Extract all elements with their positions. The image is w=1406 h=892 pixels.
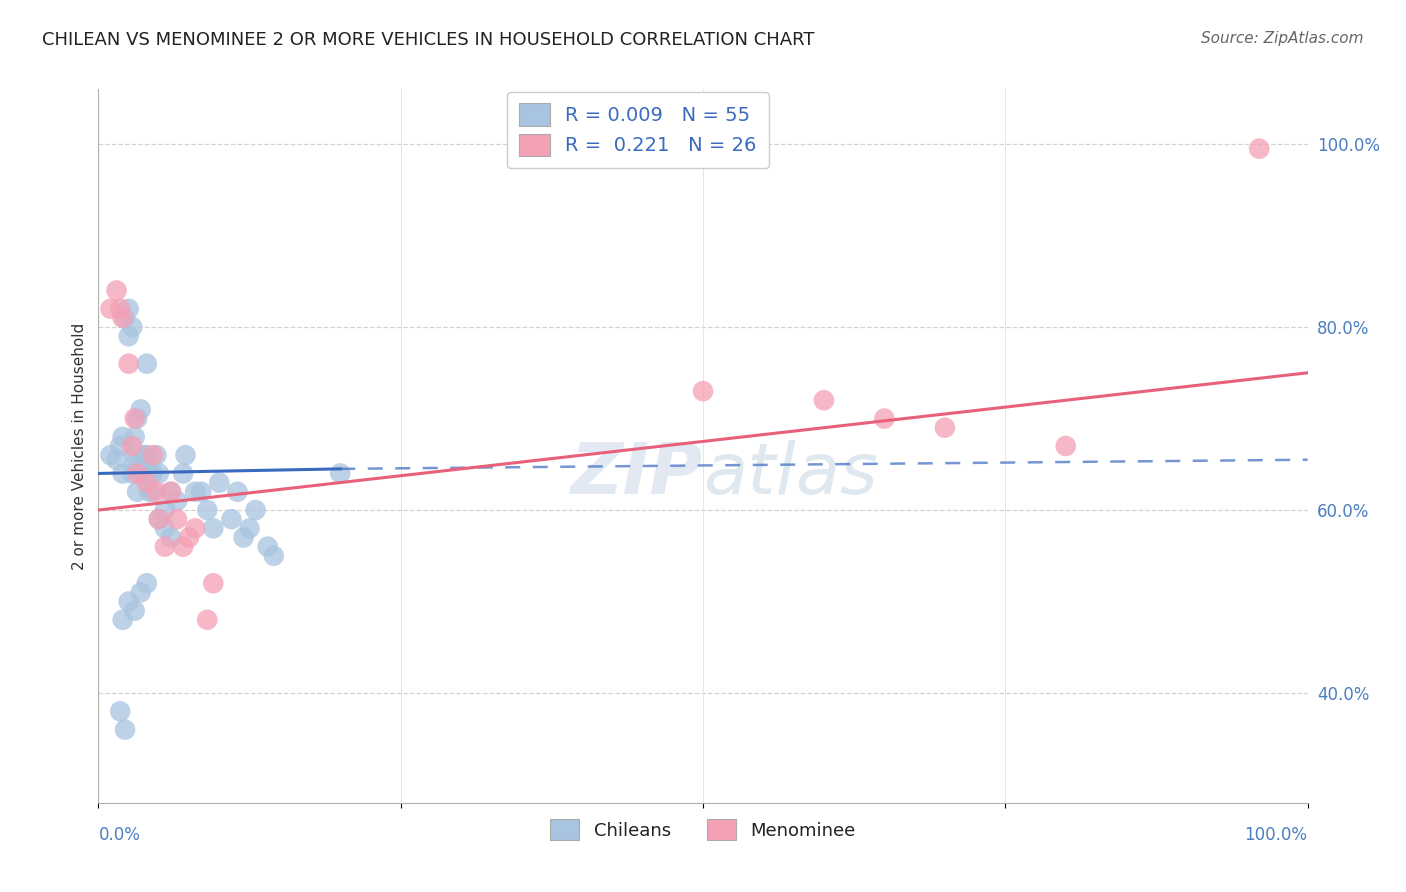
Point [221, 512, 243, 526]
Point [153, 503, 176, 517]
Text: 0.0%: 0.0% [98, 826, 141, 844]
Point [124, 430, 146, 444]
Text: Source: ZipAtlas.com: Source: ZipAtlas.com [1201, 31, 1364, 46]
Point [118, 301, 141, 316]
Point [813, 393, 835, 408]
Point [166, 512, 188, 526]
Point [166, 494, 188, 508]
Point [172, 540, 194, 554]
Point [100, 301, 122, 316]
Point [105, 452, 128, 467]
Point [190, 484, 212, 499]
Point [184, 484, 207, 499]
Point [118, 357, 141, 371]
Point [108, 301, 131, 316]
Point [873, 411, 896, 425]
Point [118, 594, 141, 608]
Point [121, 467, 143, 481]
Point [160, 531, 183, 545]
Point [129, 467, 152, 481]
Point [195, 613, 218, 627]
Point [121, 320, 143, 334]
Point [138, 484, 160, 499]
Point [135, 357, 157, 371]
Point [111, 467, 134, 481]
Point [135, 475, 157, 490]
Point [263, 549, 285, 563]
Text: 100.0%: 100.0% [1244, 826, 1308, 844]
Point [100, 448, 122, 462]
Y-axis label: 2 or more Vehicles in Household: 2 or more Vehicles in Household [72, 322, 87, 570]
Point [135, 576, 157, 591]
Point [108, 704, 131, 718]
Point [202, 576, 225, 591]
Point [124, 604, 146, 618]
Point [202, 521, 225, 535]
Point [142, 448, 165, 462]
Point [226, 484, 249, 499]
Point [145, 448, 167, 462]
Point [134, 467, 156, 481]
Point [121, 439, 143, 453]
Legend: Chileans, Menominee: Chileans, Menominee [543, 812, 863, 847]
Text: ZIP: ZIP [571, 440, 703, 509]
Point [142, 467, 165, 481]
Point [1054, 439, 1077, 453]
Point [138, 467, 160, 481]
Point [134, 448, 156, 462]
Point [160, 484, 183, 499]
Point [129, 402, 152, 417]
Point [127, 484, 149, 499]
Point [239, 521, 262, 535]
Point [142, 484, 165, 499]
Point [114, 723, 136, 737]
Point [105, 284, 128, 298]
Point [329, 467, 352, 481]
Point [135, 448, 157, 462]
Point [124, 448, 146, 462]
Point [232, 531, 254, 545]
Point [245, 503, 267, 517]
Point [148, 512, 170, 526]
Point [145, 484, 167, 499]
Point [124, 458, 146, 472]
Point [153, 540, 176, 554]
Point [195, 503, 218, 517]
Point [127, 411, 149, 425]
Point [148, 512, 170, 526]
Point [256, 540, 278, 554]
Point [124, 411, 146, 425]
Point [111, 613, 134, 627]
Point [184, 521, 207, 535]
Point [129, 585, 152, 599]
Point [111, 310, 134, 325]
Point [160, 484, 183, 499]
Point [148, 467, 170, 481]
Point [208, 475, 231, 490]
Point [127, 467, 149, 481]
Point [1249, 142, 1271, 156]
Point [179, 531, 201, 545]
Point [118, 329, 141, 343]
Point [108, 439, 131, 453]
Text: CHILEAN VS MENOMINEE 2 OR MORE VEHICLES IN HOUSEHOLD CORRELATION CHART: CHILEAN VS MENOMINEE 2 OR MORE VEHICLES … [42, 31, 814, 49]
Text: atlas: atlas [703, 440, 877, 509]
Point [934, 420, 956, 434]
Point [114, 310, 136, 325]
Point [153, 521, 176, 535]
Point [174, 448, 197, 462]
Point [692, 384, 714, 398]
Point [111, 430, 134, 444]
Point [172, 467, 194, 481]
